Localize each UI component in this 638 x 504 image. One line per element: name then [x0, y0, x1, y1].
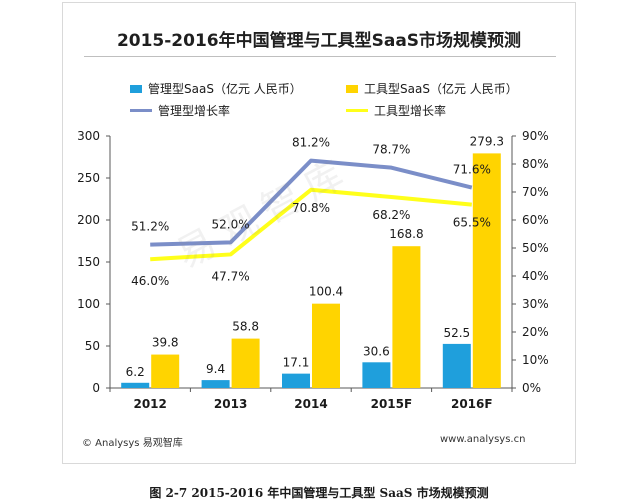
y-tick-label-right: 30% [522, 297, 549, 311]
footer-source: © Analysys 易观智库 [82, 438, 183, 449]
x-tick-label: 2013 [214, 397, 247, 411]
legend-item-tool-growth: 工具型增长率 [346, 102, 446, 119]
legend-item-management-growth: 管理型增长率 [130, 102, 230, 119]
y-tick-label-right: 50% [522, 241, 549, 255]
bar-management-saas [362, 362, 391, 388]
y-tick-label-right: 90% [522, 129, 549, 143]
label-management-growth: 52.0% [212, 217, 250, 231]
bar-management-saas [282, 373, 310, 388]
legend-swatch-management-growth [130, 109, 152, 112]
bar-management-saas [201, 380, 230, 388]
y-tick-label-right: 60% [522, 213, 549, 227]
label-tool-growth: 70.8% [292, 201, 330, 215]
y-tick-label-left: 50 [85, 339, 100, 353]
y-tick-label-right: 40% [522, 269, 549, 283]
bar-tool-saas [392, 246, 421, 388]
label-tool-growth: 65.5% [453, 216, 491, 230]
bar-label-management-saas: 9.4 [206, 362, 225, 376]
x-tick-label: 2015F [371, 397, 413, 411]
chart-title: 2015-2016年中国管理与工具型SaaS市场规模预测 [116, 31, 522, 51]
legend-swatch-tool-saas [346, 84, 358, 93]
legend-label-tool-saas: 工具型SaaS（亿元 人民币） [364, 82, 518, 96]
label-management-growth: 81.2% [292, 136, 330, 150]
label-tool-growth: 47.7% [212, 269, 250, 283]
line-management-growth [150, 158, 473, 247]
label-management-growth: 71.6% [453, 163, 491, 177]
legend-item-management-saas: 管理型SaaS（亿元 人民币） [130, 80, 302, 97]
y-tick-label-right: 0% [522, 381, 541, 395]
x-tick-label: 2012 [133, 397, 166, 411]
legend-label-management-growth: 管理型增长率 [158, 104, 231, 118]
y-tick-label-left: 100 [77, 297, 100, 311]
bar-label-tool-saas: 100.4 [309, 285, 343, 299]
bar-tool-saas [472, 153, 501, 388]
line-tool-growth [150, 187, 472, 262]
x-tick-label: 2016F [451, 397, 493, 411]
y-tick-label-left: 0 [92, 381, 100, 395]
bar-label-tool-saas: 58.8 [232, 320, 259, 334]
bar-tool-saas [151, 354, 180, 388]
bar-tool-saas [312, 303, 340, 388]
footer-url: www.analysys.cn [440, 434, 526, 445]
label-tool-growth: 68.2% [372, 208, 410, 222]
y-tick-label-right: 70% [522, 185, 549, 199]
title-divider [84, 56, 556, 57]
legend-label-management-saas: 管理型SaaS（亿元 人民币） [148, 82, 302, 96]
bar-management-saas [442, 343, 471, 388]
y-tick-label-left: 300 [77, 129, 100, 143]
bar-label-management-saas: 6.2 [126, 365, 145, 379]
legend-label-tool-growth: 工具型增长率 [374, 104, 447, 118]
bar-label-management-saas: 17.1 [283, 356, 310, 370]
legend-item-tool-saas: 工具型SaaS（亿元 人民币） [346, 80, 518, 97]
bar-label-tool-saas: 279.3 [470, 134, 504, 148]
legend-swatch-tool-growth [346, 109, 368, 112]
label-management-growth: 51.2% [131, 220, 169, 234]
label-management-growth: 78.7% [372, 143, 410, 157]
y-tick-label-left: 200 [77, 213, 100, 227]
legend-swatch-management-saas [130, 84, 142, 93]
y-tick-label-right: 80% [522, 157, 549, 171]
bar-tool-saas [231, 338, 260, 388]
figure-caption: 图 2-7 2015-2016 年中国管理与工具型 SaaS 市场规模预测 [149, 486, 489, 500]
y-tick-label-left: 250 [77, 171, 100, 185]
bar-management-saas [121, 382, 150, 388]
label-tool-growth: 46.0% [131, 274, 169, 288]
bar-label-tool-saas: 39.8 [152, 336, 179, 350]
bar-label-management-saas: 30.6 [363, 344, 390, 358]
y-tick-label-left: 150 [77, 255, 100, 269]
y-tick-label-right: 10% [522, 353, 549, 367]
x-tick-label: 2014 [294, 397, 327, 411]
bar-label-tool-saas: 168.8 [389, 227, 423, 241]
y-tick-label-right: 20% [522, 325, 549, 339]
bar-label-management-saas: 52.5 [443, 326, 470, 340]
